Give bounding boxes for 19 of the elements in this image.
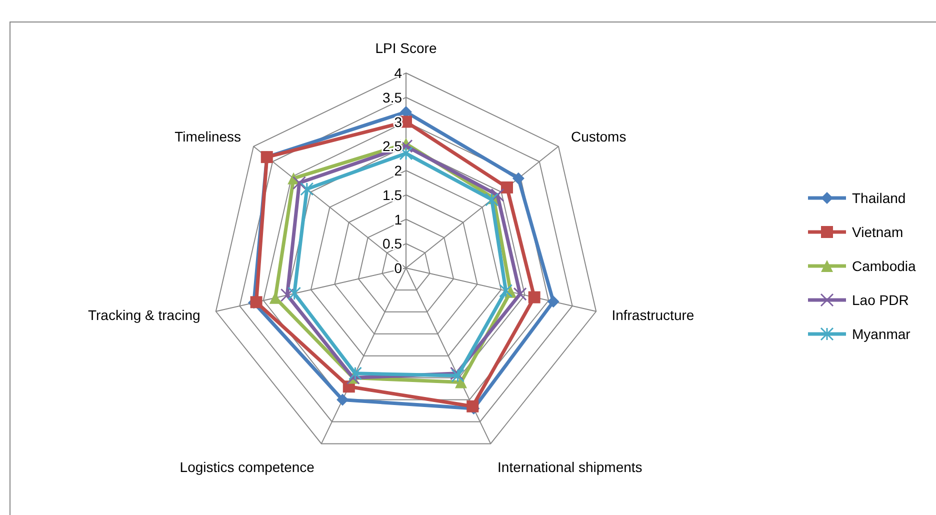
y-tick-label: 1 bbox=[394, 211, 402, 228]
spoke-label: LPI Score bbox=[375, 40, 437, 56]
spoke-label: Logistics competence bbox=[180, 459, 315, 476]
legend-label: Lao PDR bbox=[852, 292, 909, 308]
spoke-label: Tracking & tracing bbox=[88, 306, 200, 323]
y-tick-label: 2 bbox=[394, 162, 402, 178]
y-tick-label: 4 bbox=[394, 65, 402, 81]
legend-label: Myanmar bbox=[852, 326, 911, 342]
y-tick-label: 3.5 bbox=[382, 89, 402, 106]
legend-label: Vietnam bbox=[852, 224, 904, 240]
spoke-label: Infrastructure bbox=[612, 306, 694, 323]
y-tick-label: 0.5 bbox=[382, 236, 402, 252]
spoke-label: Timeliness bbox=[174, 128, 242, 144]
y-tick-label: 0 bbox=[394, 260, 402, 276]
y-tick-label: 1.5 bbox=[382, 186, 402, 203]
legend-label: Thailand bbox=[852, 190, 906, 206]
spoke-label: International shipments bbox=[498, 459, 642, 476]
legend-label: Cambodia bbox=[852, 258, 916, 274]
spoke-label: Customs bbox=[570, 128, 626, 144]
